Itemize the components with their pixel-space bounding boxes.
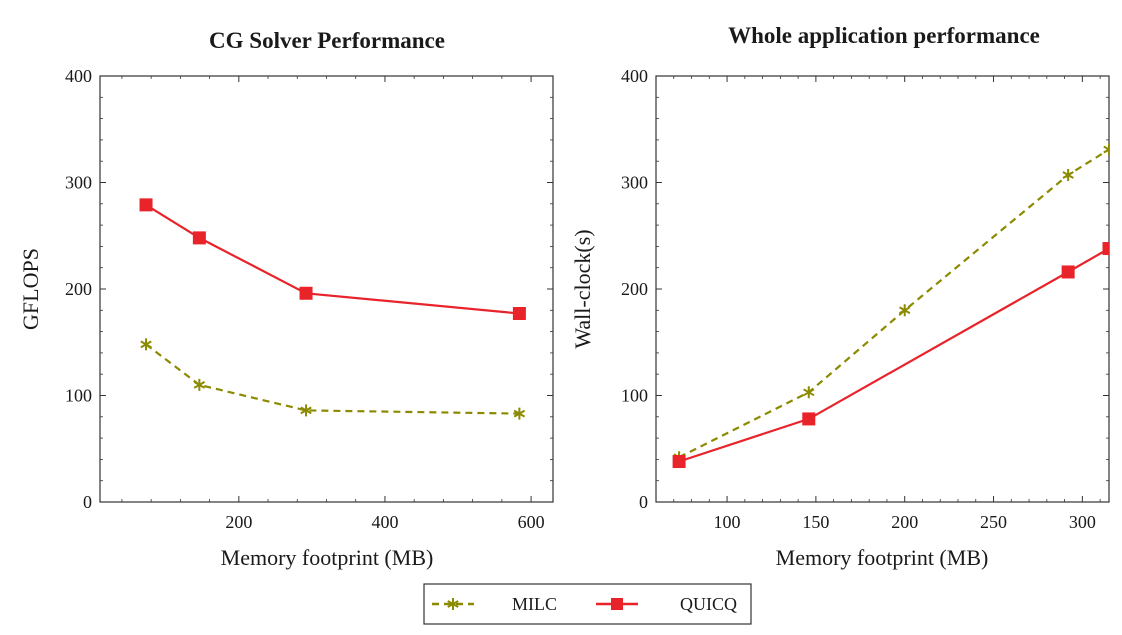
data-point-milc bbox=[1062, 169, 1074, 182]
data-point-milc bbox=[1103, 143, 1109, 156]
series-line-milc bbox=[145, 343, 520, 415]
x-tick-label: 200 bbox=[225, 512, 252, 532]
y-tick-label: 400 bbox=[621, 66, 648, 86]
data-point-quicq bbox=[139, 198, 153, 212]
legend-frame bbox=[423, 583, 752, 625]
data-point-milc bbox=[193, 378, 206, 391]
chart-cg-solver: CG Solver Performance 0 100 200 300 400 200 40… bbox=[18, 28, 554, 570]
plot-frame bbox=[99, 75, 554, 503]
series-layer bbox=[139, 198, 526, 420]
x-tick-label: 600 bbox=[518, 512, 545, 532]
data-point-quicq bbox=[299, 286, 313, 300]
x-tick-label: 200 bbox=[891, 512, 918, 532]
legend-milc-label: MILC bbox=[512, 594, 557, 614]
y-tick-label: 300 bbox=[621, 173, 648, 193]
x-axis-label: Memory footprint (MB) bbox=[221, 545, 434, 570]
y-axis-label: GFLOPS bbox=[18, 248, 43, 330]
series-line-milc bbox=[678, 148, 1109, 459]
y-axis-label: Wall-clock(s) bbox=[570, 229, 595, 348]
data-point-milc bbox=[899, 304, 911, 317]
legend-item-milc: MILC bbox=[432, 594, 557, 614]
y-tick-label: 200 bbox=[65, 279, 92, 299]
y-tick-label: 400 bbox=[65, 66, 92, 86]
data-point-quicq bbox=[512, 306, 526, 320]
series-layer bbox=[672, 143, 1109, 469]
data-point-quicq bbox=[192, 231, 206, 245]
y-tick-label: 200 bbox=[621, 279, 648, 299]
legend-item-quicq: QUICQ bbox=[596, 594, 737, 614]
x-axis-label: Memory footprint (MB) bbox=[776, 545, 989, 570]
tick-group: 0 100 200 300 400 200 400 600 bbox=[65, 66, 553, 532]
x-tick-label: 300 bbox=[1069, 512, 1096, 532]
y-tick-label: 100 bbox=[65, 386, 92, 406]
series-line-quicq bbox=[678, 247, 1109, 463]
series-line-quicq bbox=[145, 203, 520, 315]
data-point-milc bbox=[513, 407, 526, 420]
x-tick-label: 400 bbox=[371, 512, 398, 532]
data-point-quicq bbox=[672, 455, 686, 469]
x-tick-label: 150 bbox=[802, 512, 829, 532]
data-point-quicq bbox=[1061, 265, 1075, 279]
y-tick-label: 300 bbox=[65, 173, 92, 193]
data-point-milc bbox=[140, 338, 152, 351]
tick-group: 0 100 200 300 400 100 150 200 250 300 bbox=[621, 66, 1109, 532]
plot-frame bbox=[655, 75, 1110, 503]
y-tick-label: 100 bbox=[621, 386, 648, 406]
y-tick-label: 0 bbox=[83, 492, 92, 512]
data-point-quicq bbox=[1102, 242, 1109, 256]
legend-quicq-label: QUICQ bbox=[680, 594, 737, 614]
legend: MILC QUICQ bbox=[423, 583, 752, 625]
chart-title: CG Solver Performance bbox=[209, 28, 445, 53]
chart-whole-application: Whole application performance 0 100 200 300… bbox=[570, 23, 1110, 570]
x-tick-label: 250 bbox=[980, 512, 1007, 532]
chart-title: Whole application performance bbox=[728, 23, 1040, 48]
data-point-quicq bbox=[802, 412, 816, 426]
data-point-milc bbox=[803, 386, 815, 399]
data-point-milc bbox=[300, 404, 312, 417]
legend-milc-star bbox=[447, 598, 459, 610]
x-tick-label: 100 bbox=[714, 512, 741, 532]
legend-quicq-square bbox=[611, 598, 623, 610]
y-tick-label: 0 bbox=[639, 492, 648, 512]
